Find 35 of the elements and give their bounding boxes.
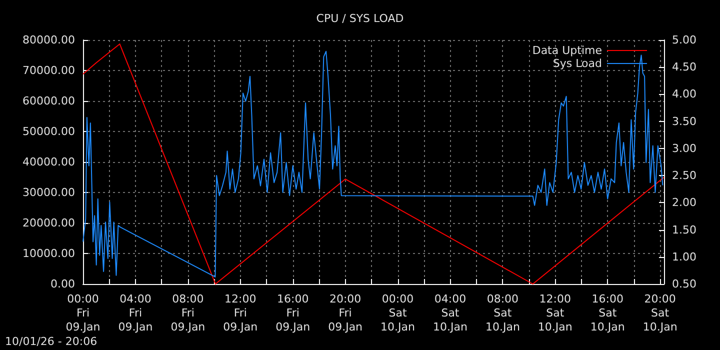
x-tick-label: 12:00 Fri 09.Jan — [223, 292, 258, 334]
y2-tick-label: 3.00 — [672, 142, 696, 155]
y2-tick-label: 3.50 — [672, 114, 696, 128]
x-tick-label: 16:00 Fri 09.Jan — [276, 292, 310, 334]
x-tick-label: 04:00 Fri 09.Jan — [118, 292, 153, 334]
y-tick-label: 40000.00 — [22, 156, 75, 168]
y-tick-label: 60000.00 — [22, 94, 75, 108]
x-tick-label: 00:00 Fri 09.Jan — [66, 292, 100, 334]
y-tick-label: 80000.00 — [22, 34, 75, 46]
y-tick-label: 30000.00 — [22, 186, 75, 199]
chart-title: CPU / SYS LOAD — [316, 12, 404, 25]
y2-tick-label: 1.50 — [672, 223, 696, 236]
y2-tick-label: 4.50 — [672, 60, 696, 74]
x-tick-label: 20:00 Fri 09.Jan — [328, 292, 363, 334]
y-tick-label: 10000.00 — [22, 247, 75, 260]
y2-tick-label: 2.00 — [672, 196, 696, 210]
x-tick-label: 04:00 Sat 10.Jan — [432, 292, 468, 334]
y2-tick-label: 5.00 — [672, 34, 696, 46]
x-tick-label: 08:00 Fri 09.Jan — [170, 292, 206, 334]
x-tick-label: 20:00 Sat 10.Jan — [642, 292, 678, 334]
text: 10/01/26 - 20:06 — [5, 335, 98, 348]
y2-tick-label: 4.00 — [672, 88, 696, 101]
y-tick-label: 70000.00 — [22, 64, 75, 77]
x-tick-label: 00:00 Sat 10.Jan — [380, 292, 416, 334]
y-tick-label: 50000.00 — [22, 125, 75, 138]
y2-tick-label: 2.50 — [672, 169, 696, 182]
y2-tick-label: 1.00 — [672, 250, 696, 264]
legend-label: Data Uptime — [532, 44, 602, 57]
y-tick-label: 20000.00 — [22, 216, 75, 230]
x-tick-label: 12:00 Sat 10.Jan — [538, 292, 572, 334]
y2-tick-label: 0.50 — [672, 278, 696, 290]
x-tick-label: 08:00 Sat 10.Jan — [485, 292, 520, 334]
x-tick-label: 16:00 Sat 10.Jan — [590, 292, 625, 334]
y-tick-label: 0.00 — [50, 278, 75, 290]
legend-label: Sys Load — [552, 57, 602, 70]
